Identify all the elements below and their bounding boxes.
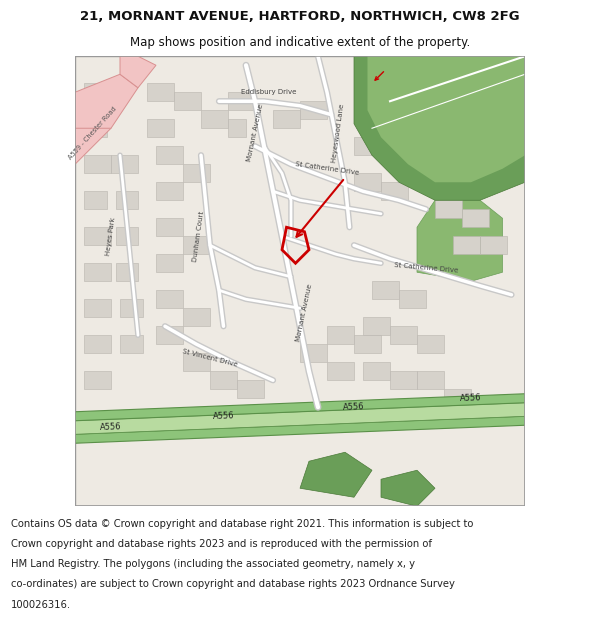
Polygon shape: [417, 200, 503, 281]
Polygon shape: [381, 182, 408, 200]
Polygon shape: [156, 182, 183, 200]
Polygon shape: [210, 371, 237, 389]
Polygon shape: [363, 318, 390, 335]
Text: Heyeswood Lane: Heyeswood Lane: [331, 103, 346, 162]
Polygon shape: [84, 191, 107, 209]
Polygon shape: [115, 191, 138, 209]
Polygon shape: [417, 371, 444, 389]
Text: Crown copyright and database rights 2023 and is reproduced with the permission o: Crown copyright and database rights 2023…: [11, 539, 432, 549]
Polygon shape: [390, 371, 417, 389]
Polygon shape: [156, 326, 183, 344]
Polygon shape: [115, 263, 138, 281]
Text: Heyes Park: Heyes Park: [106, 217, 116, 256]
Polygon shape: [300, 101, 327, 119]
Polygon shape: [300, 344, 327, 362]
Text: 100026316.: 100026316.: [11, 599, 71, 609]
Text: St Catherine Drive: St Catherine Drive: [394, 262, 458, 274]
Polygon shape: [408, 155, 435, 173]
Polygon shape: [156, 254, 183, 272]
Polygon shape: [300, 452, 372, 498]
Text: A559 - Chester Road: A559 - Chester Road: [68, 105, 118, 160]
Polygon shape: [372, 281, 399, 299]
Polygon shape: [84, 263, 111, 281]
Polygon shape: [327, 326, 354, 344]
Polygon shape: [201, 110, 228, 128]
Polygon shape: [84, 299, 111, 318]
Polygon shape: [435, 200, 462, 218]
Polygon shape: [381, 470, 435, 506]
Text: A556: A556: [460, 393, 482, 403]
Polygon shape: [111, 155, 138, 173]
Polygon shape: [354, 173, 381, 191]
Polygon shape: [84, 119, 107, 138]
Polygon shape: [120, 56, 156, 88]
Polygon shape: [84, 371, 111, 389]
Text: A556: A556: [212, 411, 235, 421]
Polygon shape: [354, 138, 381, 155]
Polygon shape: [390, 326, 417, 344]
Polygon shape: [367, 56, 525, 182]
Polygon shape: [75, 74, 138, 128]
Polygon shape: [444, 389, 471, 408]
Polygon shape: [147, 119, 174, 138]
Polygon shape: [75, 115, 111, 164]
Polygon shape: [381, 146, 408, 164]
Polygon shape: [174, 92, 201, 110]
Polygon shape: [453, 236, 480, 254]
Polygon shape: [84, 228, 111, 245]
Polygon shape: [237, 380, 264, 398]
Text: A556: A556: [100, 422, 122, 432]
Polygon shape: [183, 353, 210, 371]
Polygon shape: [120, 299, 143, 318]
Polygon shape: [183, 236, 210, 254]
Polygon shape: [462, 209, 489, 227]
Text: 21, MORNANT AVENUE, HARTFORD, NORTHWICH, CW8 2FG: 21, MORNANT AVENUE, HARTFORD, NORTHWICH,…: [80, 10, 520, 23]
Polygon shape: [75, 416, 525, 443]
Polygon shape: [480, 236, 507, 254]
Text: Mornant Avenue: Mornant Avenue: [295, 283, 314, 342]
Polygon shape: [75, 394, 525, 421]
Polygon shape: [228, 119, 246, 138]
Polygon shape: [156, 290, 183, 308]
Polygon shape: [156, 218, 183, 236]
Text: Mornant Avenue: Mornant Avenue: [246, 103, 264, 162]
Polygon shape: [84, 335, 111, 353]
Polygon shape: [273, 110, 300, 128]
Text: Map shows position and indicative extent of the property.: Map shows position and indicative extent…: [130, 36, 470, 49]
Text: St Vincent Drive: St Vincent Drive: [182, 348, 238, 368]
Polygon shape: [120, 335, 143, 353]
Polygon shape: [399, 290, 426, 308]
Polygon shape: [84, 83, 107, 101]
Text: Contains OS data © Crown copyright and database right 2021. This information is : Contains OS data © Crown copyright and d…: [11, 519, 473, 529]
Polygon shape: [156, 146, 183, 164]
Text: St Catherine Drive: St Catherine Drive: [295, 161, 359, 176]
Polygon shape: [228, 92, 255, 110]
Text: HM Land Registry. The polygons (including the associated geometry, namely x, y: HM Land Registry. The polygons (includin…: [11, 559, 415, 569]
Polygon shape: [363, 362, 390, 380]
Text: Dunham Court: Dunham Court: [192, 211, 205, 262]
Polygon shape: [75, 56, 525, 506]
Polygon shape: [183, 308, 210, 326]
Text: co-ordinates) are subject to Crown copyright and database rights 2023 Ordnance S: co-ordinates) are subject to Crown copyr…: [11, 579, 455, 589]
Polygon shape: [115, 228, 138, 245]
Polygon shape: [354, 56, 525, 200]
Polygon shape: [183, 164, 210, 182]
Polygon shape: [147, 83, 174, 101]
Polygon shape: [354, 335, 381, 353]
Polygon shape: [417, 335, 444, 353]
Text: A556: A556: [343, 402, 365, 412]
Text: Eddisbury Drive: Eddisbury Drive: [241, 89, 296, 95]
Polygon shape: [84, 155, 111, 173]
Polygon shape: [327, 362, 354, 380]
Polygon shape: [471, 398, 498, 416]
Polygon shape: [75, 402, 525, 434]
